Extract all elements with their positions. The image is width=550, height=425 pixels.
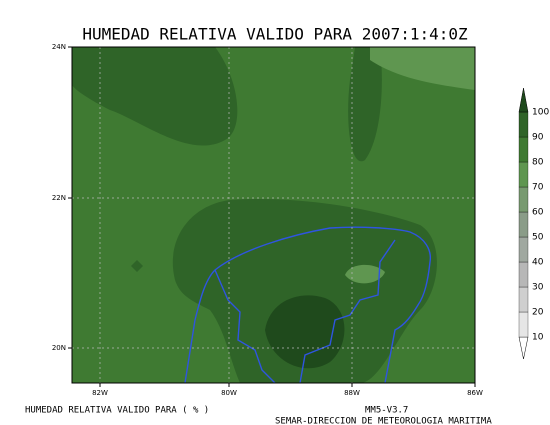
footer-left: HUMEDAD RELATIVA VALIDO PARA ( % ) [25,406,209,416]
title: HUMEDAD RELATIVA VALIDO PARA 2007:1:4:0Z [82,25,468,44]
contour-80-90 [72,47,238,146]
lat-label: 20N [52,344,66,352]
colorbar-band [518,286,529,313]
contour-70-80 [370,47,475,90]
colorbar-label: 60 [532,208,544,218]
colorbar-label: 100 [532,108,549,118]
field [72,47,475,383]
colorbar-band [518,211,529,238]
colorbar-label: 70 [532,183,544,193]
coastline [184,226,432,383]
contour-80-90 [348,47,382,162]
grid [68,46,476,387]
colorbar-band [518,311,529,338]
colorbar-label: 50 [532,233,544,243]
lon-label: 86W [467,389,483,397]
colorbar-label: 30 [532,283,544,293]
colorbar-band [518,136,529,163]
lon-label: 88W [344,389,360,397]
lon-label: 82W [92,389,108,397]
colorbar-label: 80 [532,158,544,168]
contour-70-80 [345,264,385,284]
lat-label: 24N [52,43,66,51]
colorbar-label: 40 [532,258,544,268]
colorbar-band [518,161,529,188]
colorbar-band [518,236,529,263]
colorbar-label: 90 [532,133,544,143]
colorbar-label: 10 [532,333,544,343]
lon-label: 80W [221,389,237,397]
footer-org: SEMAR-DIRECCION DE METEOROLOGIA MARITIMA [275,417,492,425]
contour-80-90 [131,260,143,272]
colorbar-arrow [518,336,529,360]
footer-version: MM5-V3.7 [365,406,408,416]
plot-frame [71,46,476,384]
colorbar: 10 20 30 40 50 60 70 80 90 100 [518,87,549,360]
lat-label: 22N [52,194,66,202]
coastline [214,269,276,383]
colorbar-label: 20 [532,308,544,318]
contour-90-100 [265,295,345,369]
colorbar-band [518,261,529,288]
colorbar-band [518,111,529,138]
border [299,239,396,383]
colorbar-band [518,186,529,213]
colorbar-arrow [518,87,529,113]
